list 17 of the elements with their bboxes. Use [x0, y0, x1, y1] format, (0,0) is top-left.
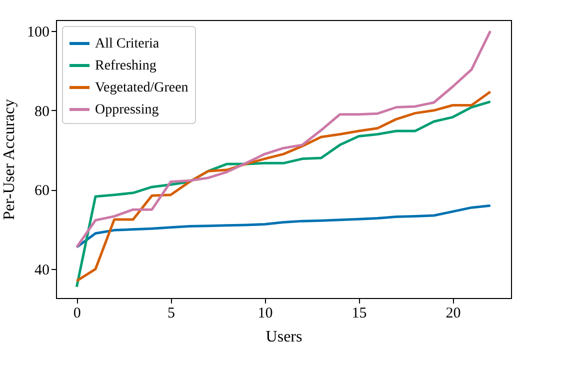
y-tick-label: 60 — [34, 183, 50, 200]
x-tick-label: 0 — [73, 306, 81, 322]
line-series — [75, 30, 492, 248]
y-axis-title: Per-User Accuracy — [1, 99, 18, 220]
legend-label: Refreshing — [95, 58, 156, 74]
y-tick-label: 100 — [27, 24, 50, 41]
x-tick-label: 20 — [446, 306, 461, 322]
x-tick-label: 10 — [258, 306, 273, 322]
legend-label: Oppressing — [95, 102, 159, 118]
x-tick-label: 5 — [167, 306, 175, 322]
y-tick-label: 80 — [34, 104, 50, 120]
legend-label: All Criteria — [95, 36, 160, 52]
y-tick-label: 40 — [34, 262, 50, 279]
legend-label: Vegetated/Green — [95, 80, 188, 96]
x-tick-label: 15 — [352, 306, 367, 322]
x-axis-title: Users — [266, 328, 302, 346]
line-series — [75, 204, 492, 248]
